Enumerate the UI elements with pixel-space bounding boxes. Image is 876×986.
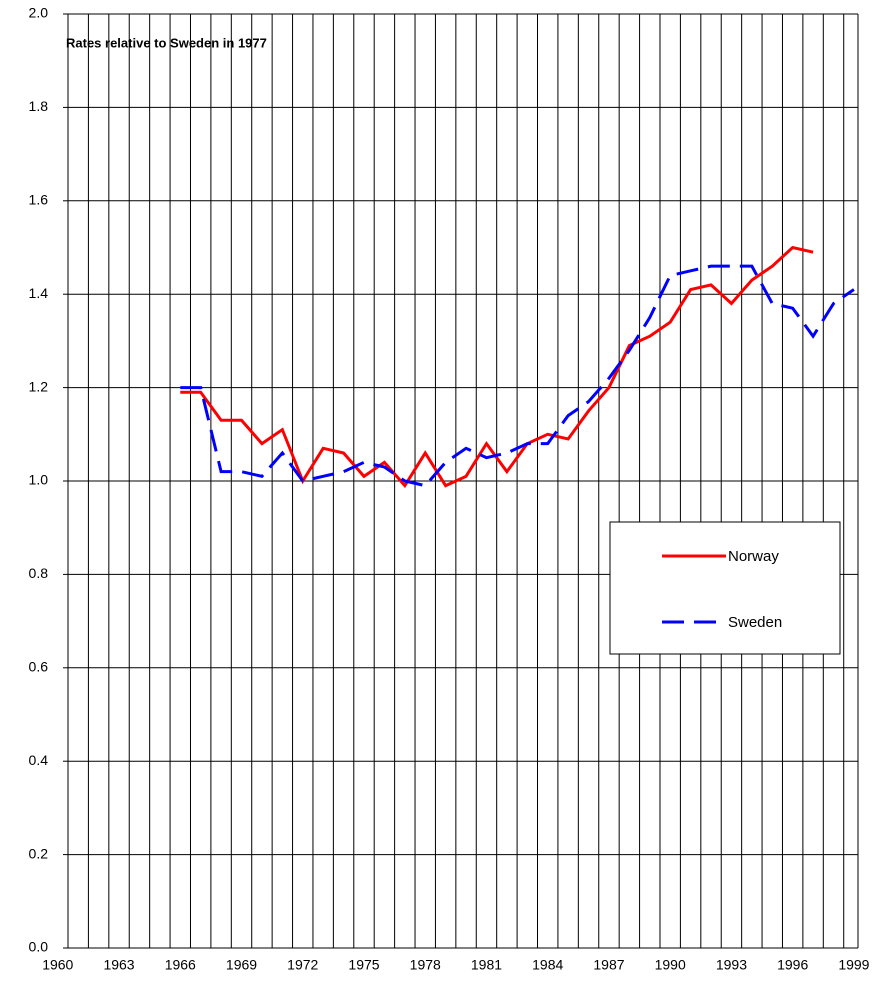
- y-tick-label: 2.0: [29, 5, 49, 21]
- annotation: Rates relative to Sweden in 1977: [66, 35, 267, 50]
- y-tick-label: 1.4: [29, 285, 49, 301]
- y-tick-label: 0.4: [29, 752, 49, 768]
- legend-box: [609, 521, 841, 655]
- x-tick-label: 1990: [655, 957, 686, 973]
- y-tick-label: 0.2: [29, 845, 49, 861]
- x-tick-label: 1960: [42, 957, 73, 973]
- y-tick-label: 0.8: [29, 565, 49, 581]
- x-tick-label: 1966: [165, 957, 196, 973]
- series-line: [180, 264, 855, 488]
- series-line: [180, 245, 814, 489]
- x-tick-label: 1972: [287, 957, 318, 973]
- x-tick-label: 1981: [471, 957, 502, 973]
- x-tick-label: 1978: [410, 957, 441, 973]
- y-tick-label: 0.6: [29, 659, 49, 675]
- y-tick-label: 1.2: [29, 378, 49, 394]
- x-tick-label: 1969: [226, 957, 257, 973]
- legend-label: Sweden: [728, 614, 782, 631]
- y-tick-label: 1.6: [29, 192, 49, 208]
- x-tick-label: 1996: [777, 957, 808, 973]
- x-tick-label: 1999: [838, 957, 869, 973]
- legend-label: Norway: [728, 548, 779, 565]
- x-tick-label: 1987: [593, 957, 624, 973]
- y-tick-label: 1.0: [29, 472, 49, 488]
- x-tick-label: 1975: [348, 957, 379, 973]
- x-tick-label: 1984: [532, 957, 563, 973]
- y-tick-label: 1.8: [29, 98, 49, 114]
- x-tick-label: 1993: [716, 957, 747, 973]
- x-tick-label: 1963: [103, 957, 134, 973]
- y-tick-label: 0.0: [29, 939, 49, 955]
